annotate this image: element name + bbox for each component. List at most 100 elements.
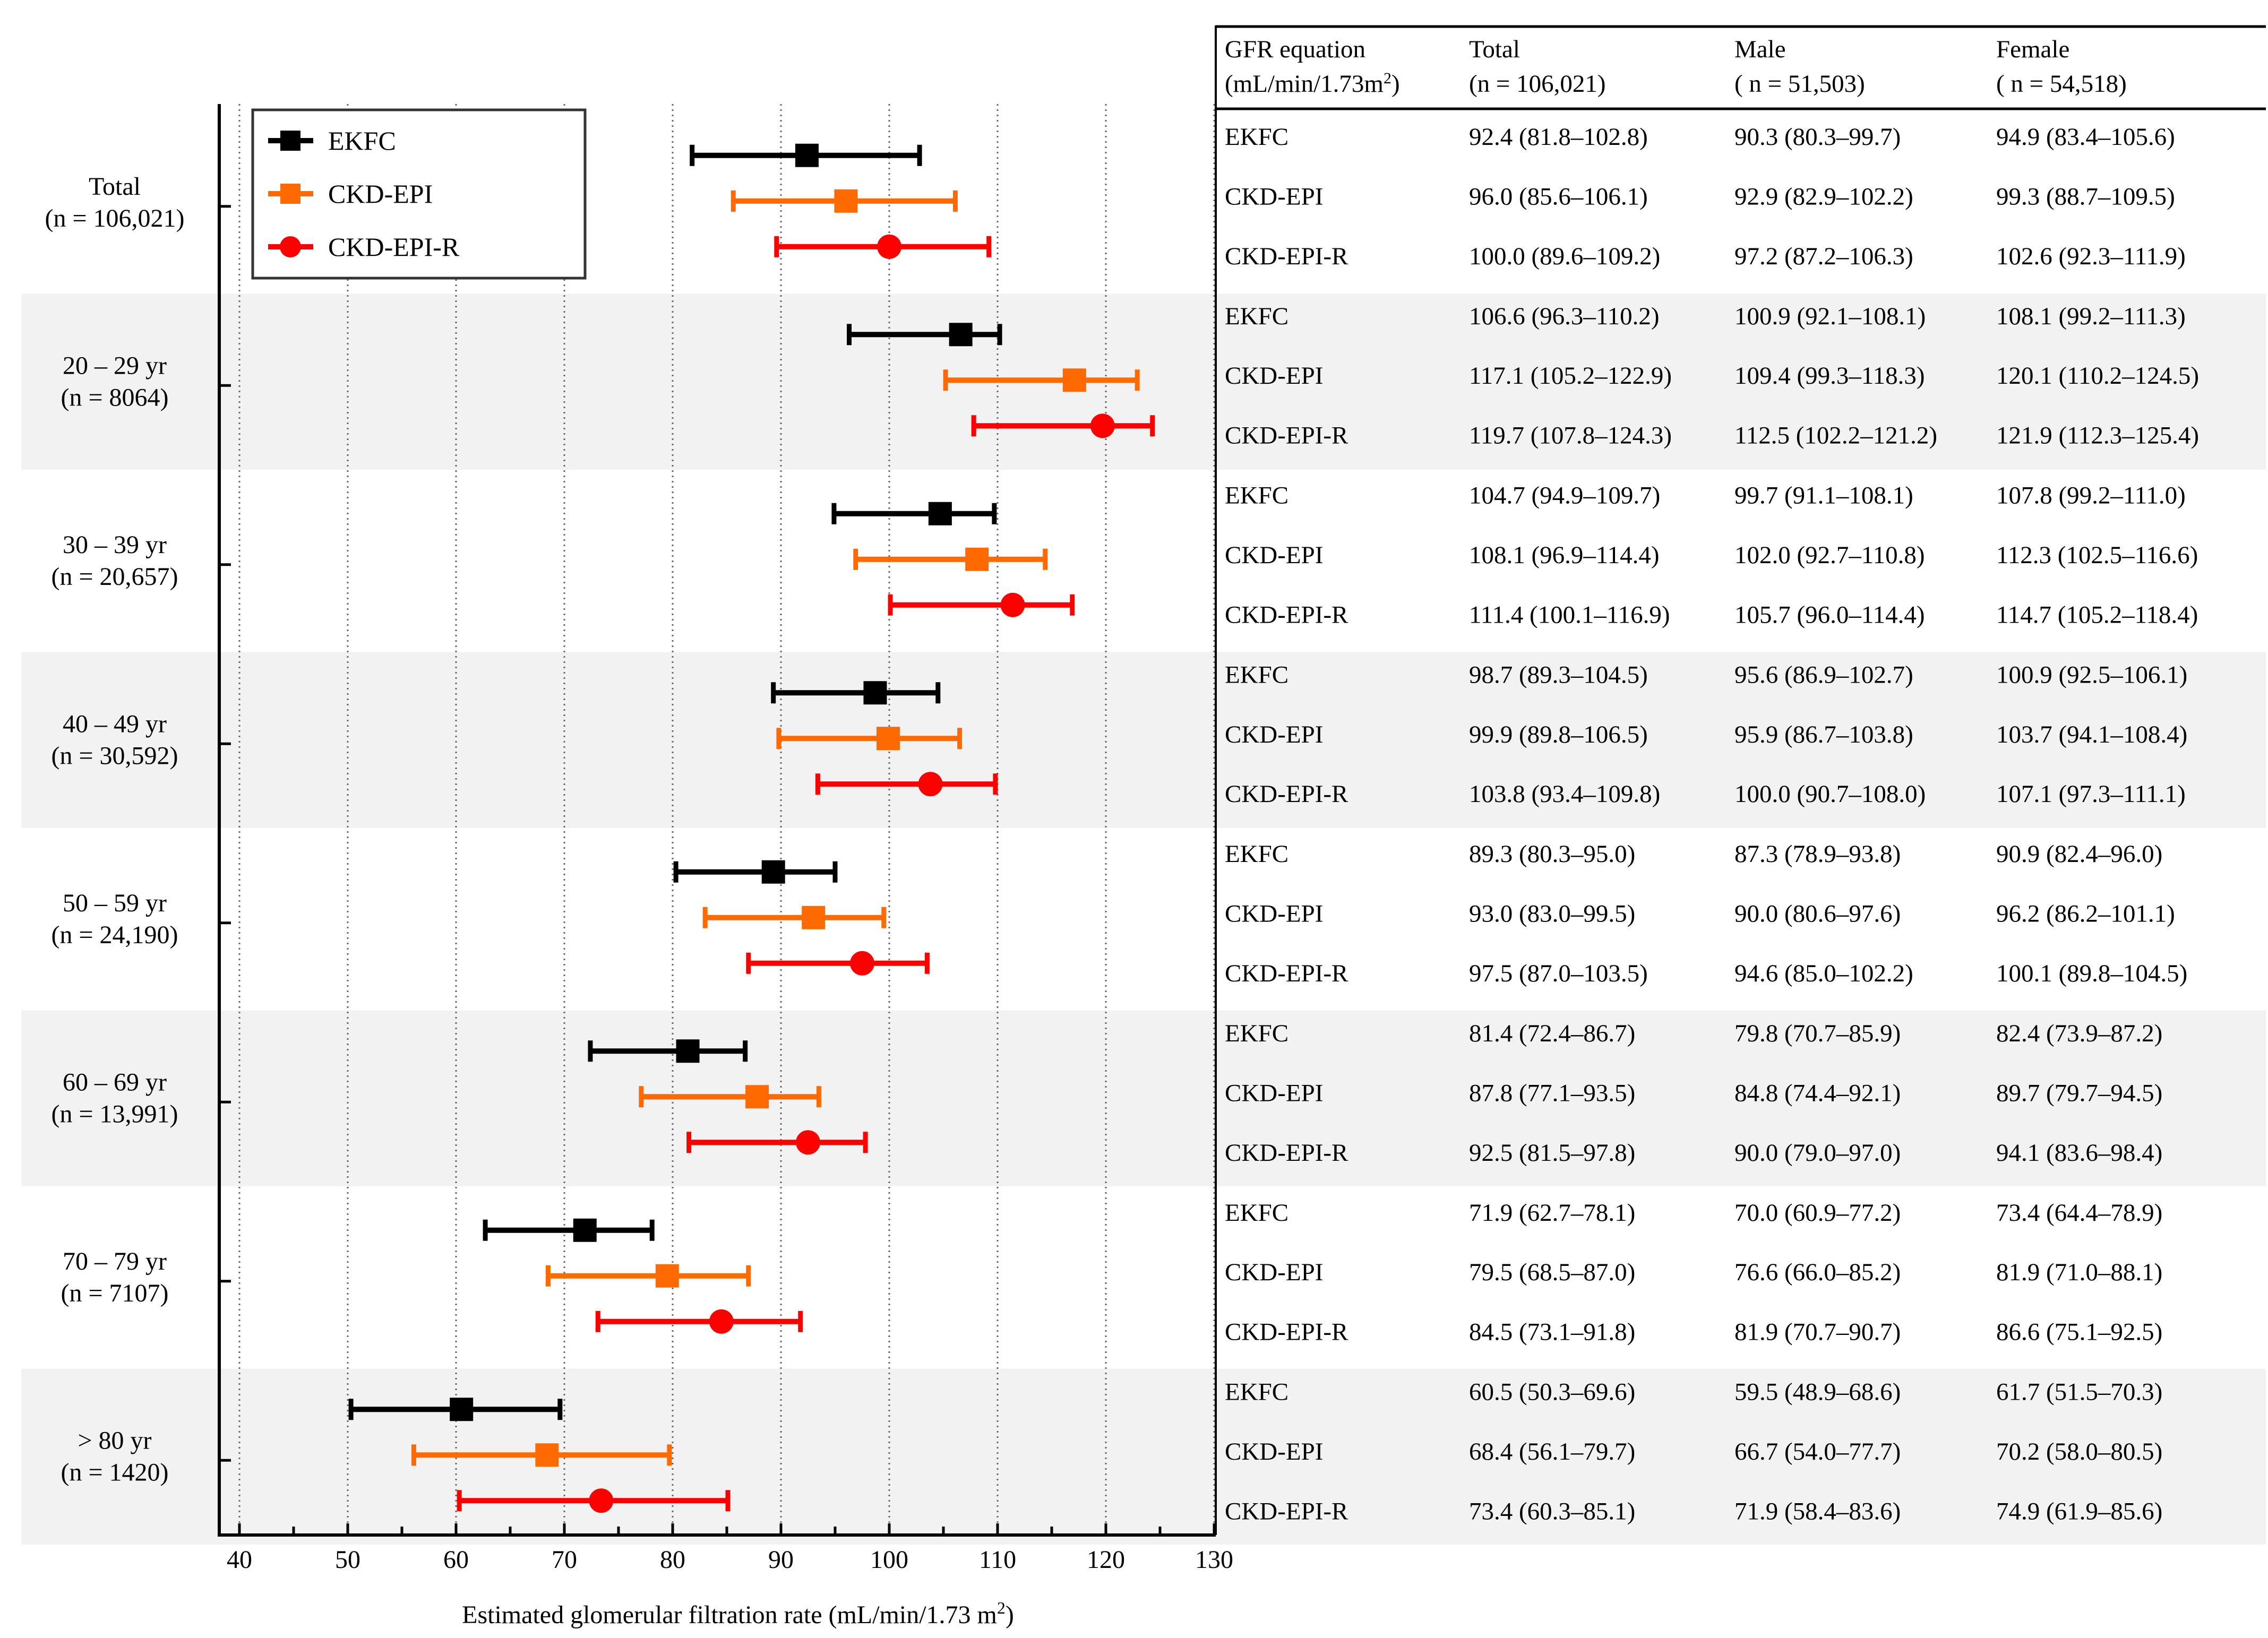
x-tick-label: 90 [768,1546,794,1574]
group-n-label: (n = 106,021) [45,204,184,232]
table-cell-value: 102.0 (92.7–110.8) [1734,541,1925,569]
table-row: CKD-EPI-R 100.0 (89.6–109.2) 97.2 (87.2–10… [1225,243,2186,270]
x-tick-label: 80 [660,1546,685,1574]
group-n-label: (n = 1420) [61,1458,168,1486]
results-table: GFR equation (mL/min/1.73m2) Total (n = 106… [1216,25,2266,1525]
point-estimate [761,860,785,884]
table-cell-value: 104.7 (94.9–109.7) [1469,482,1660,510]
table-cell-equation: CKD-EPI [1225,1079,1323,1107]
estimate-ckd-epi [853,547,1048,571]
group-shading-bands [21,294,2266,1545]
table-row: CKD-EPI-R 73.4 (60.3–85.1) 71.9 (58.4–83.6… [1225,1497,2162,1525]
point-estimate [928,502,952,525]
group-n-label: (n = 24,190) [51,921,178,949]
group-label: 70 – 79 yr [63,1247,167,1275]
table-cell-value: 119.7 (107.8–124.3) [1469,422,1672,450]
estimate-ckd-epi-r [686,1130,868,1155]
point-estimate [949,323,973,347]
legend-item: CKD-EPI-R [268,232,460,262]
group-label: 60 – 69 yr [63,1068,167,1096]
table-cell-value: 112.5 (102.2–121.2) [1734,422,1937,450]
table-cell-value: 99.7 (91.1–108.1) [1734,482,1913,510]
group-label: 30 – 39 yr [63,531,167,559]
table-header-sub: ( n = 54,518) [1996,70,2127,98]
estimate-ekfc [483,1218,655,1242]
table-cell-value: 90.3 (80.3–99.7) [1734,123,1901,151]
legend-marker [280,131,300,151]
estimate-ckd-epi [639,1085,821,1109]
table-cell-value: 81.4 (72.4–86.7) [1469,1020,1635,1047]
group-n-label: (n = 30,592) [51,742,178,770]
x-tick-label: 120 [1087,1546,1125,1574]
x-tick-label: 40 [227,1546,252,1574]
table-header: Female [1996,36,2069,63]
table-header-sub: (n = 106,021) [1469,70,1606,98]
table-cell-equation: CKD-EPI-R [1225,1139,1348,1167]
table-row: CKD-EPI-R 84.5 (73.1–91.8) 81.9 (70.7–90.7… [1225,1318,2162,1346]
table-cell-equation: EKFC [1225,303,1288,330]
legend-marker [280,236,301,257]
group-label: > 80 yr [78,1426,151,1454]
estimate-ckd-epi [702,906,887,929]
table-cell-value: 107.8 (99.2–111.0) [1996,482,2186,510]
table-cell-value: 95.6 (86.9–102.7) [1734,661,1913,688]
table-cell-value: 84.5 (73.1–91.8) [1469,1318,1635,1346]
table-cell-value: 102.6 (92.3–111.9) [1996,243,2186,270]
legend-label: CKD-EPI [328,179,433,209]
table-cell-value: 81.9 (71.0–88.1) [1996,1258,2162,1286]
legend: EKFC CKD-EPI CKD-EPI-R [251,108,587,280]
table-cell-value: 100.0 (89.6–109.2) [1469,243,1660,270]
table-cell-value: 66.7 (54.0–77.7) [1734,1438,1901,1465]
estimate-ckd-epi [411,1443,672,1467]
table-cell-value: 96.0 (85.6–106.1) [1469,183,1648,210]
estimate-ekfc [690,143,922,167]
estimate-ckd-epi-r [971,413,1155,438]
table-cell-equation: EKFC [1225,123,1288,151]
point-estimate [589,1488,614,1513]
estimate-ekfc [831,502,997,525]
table-cell-value: 120.1 (110.2–124.5) [1996,362,2199,390]
x-axis-ticks: 40 50 60 70 80 90 100 110 120 130 [227,1523,1233,1574]
point-estimate [850,951,874,976]
table-cell-value: 71.9 (62.7–78.1) [1469,1199,1635,1227]
estimate-ckd-epi-r [888,592,1075,617]
point-estimate [655,1264,679,1288]
group-band [21,1010,2266,1186]
table-header-sub: ( n = 51,503) [1734,70,1865,98]
table-header: Total [1469,36,1520,63]
group-label: 40 – 49 yr [63,710,167,738]
table-cell-equation: CKD-EPI-R [1225,780,1348,808]
table-cell-value: 93.0 (83.0–99.5) [1469,900,1635,928]
table-cell-equation: CKD-EPI-R [1225,960,1348,987]
group-labels: Total (n = 106,021) 20 – 29 yr (n = 8064) 30… [45,173,231,1486]
legend-item: EKFC [268,126,396,156]
point-estimate [863,681,887,705]
table-cell-equation: CKD-EPI [1225,183,1323,210]
table-row: CKD-EPI 68.4 (56.1–79.7) 66.7 (54.0–77.7) 7… [1225,1438,2162,1465]
table-cell-value: 86.6 (75.1–92.5) [1996,1318,2162,1346]
point-estimate [1062,368,1086,392]
table-cell-value: 103.8 (93.4–109.8) [1469,780,1660,808]
table-cell-value: 109.4 (99.3–118.3) [1734,362,1925,390]
table-row: EKFC 71.9 (62.7–78.1) 70.0 (60.9–77.2) 73.4… [1225,1199,2162,1227]
table-cell-value: 87.8 (77.1–93.5) [1469,1079,1635,1107]
estimate-ckd-epi-r [457,1488,731,1513]
table-row: CKD-EPI 79.5 (68.5–87.0) 76.6 (66.0–85.2) 8… [1225,1258,2162,1286]
point-estimate [796,1130,820,1155]
group-band [21,1368,2266,1545]
table-cell-equation: CKD-EPI [1225,541,1323,569]
legend-marker [280,184,300,204]
table-cell-value: 84.8 (74.4–92.1) [1734,1079,1901,1107]
group-n-label: (n = 8064) [61,383,168,411]
point-estimate [834,189,858,213]
table-cell-value: 106.6 (96.3–110.2) [1469,303,1660,330]
table-row: CKD-EPI 117.1 (105.2–122.9) 109.4 (99.3–11… [1225,362,2199,390]
table-row: CKD-EPI-R 119.7 (107.8–124.3) 112.5 (102.2… [1225,422,2199,450]
estimate-ekfc [847,323,1002,347]
table-cell-value: 105.7 (96.0–114.4) [1734,601,1925,628]
table-cell-value: 90.0 (80.6–97.6) [1734,900,1901,928]
table-cell-value: 112.3 (102.5–116.6) [1996,541,2198,569]
point-estimate [535,1443,559,1467]
table-cell-value: 100.0 (90.7–108.0) [1734,780,1926,808]
table-cell-value: 98.7 (89.3–104.5) [1469,661,1648,688]
